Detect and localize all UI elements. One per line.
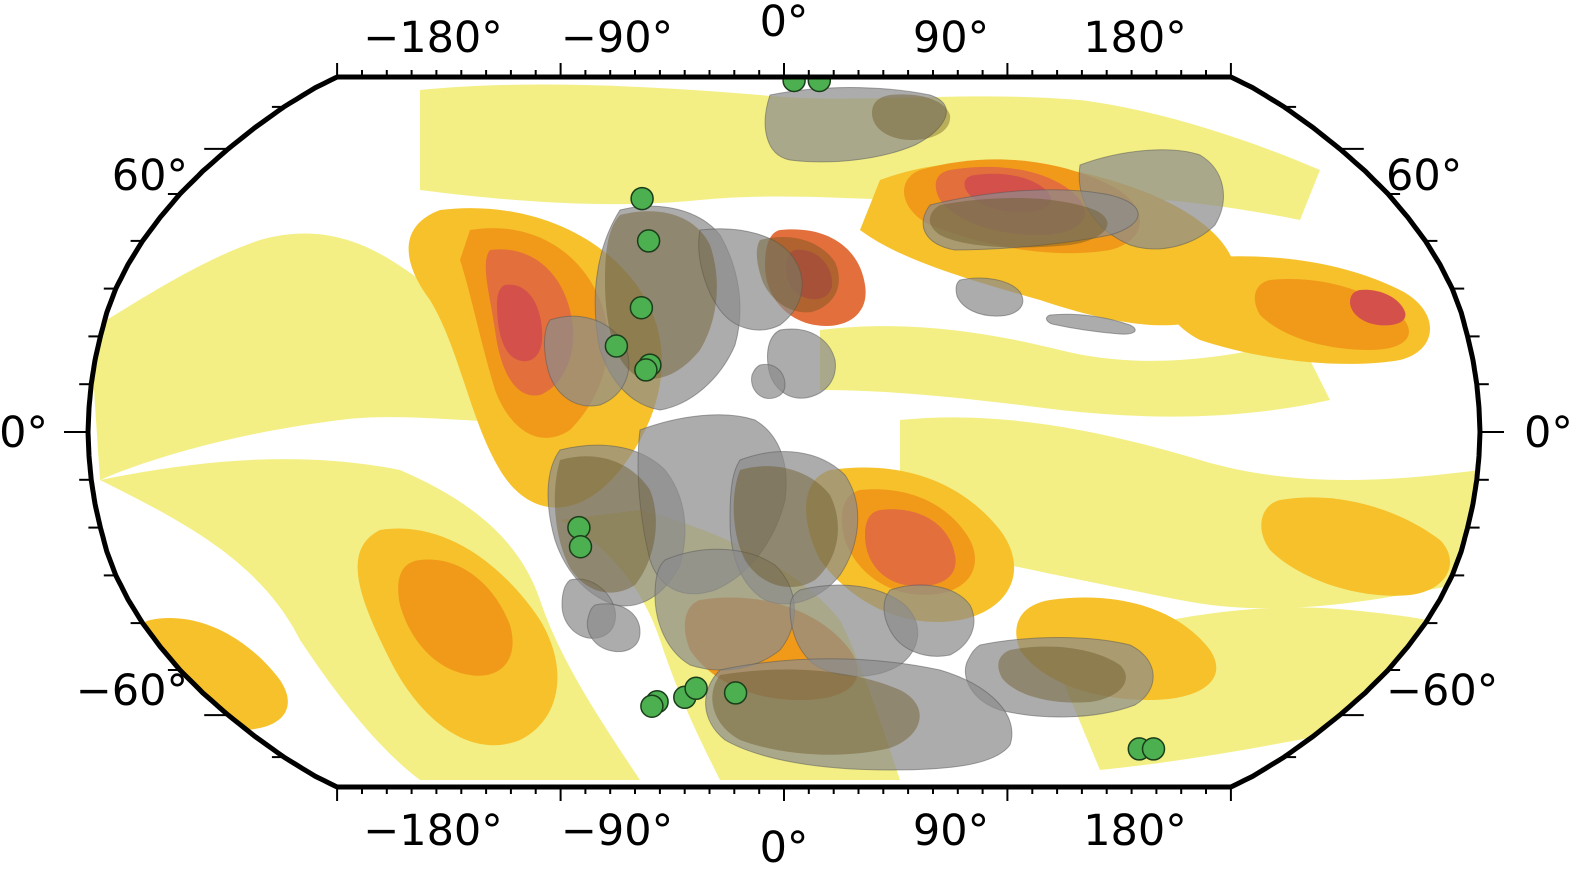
lon-label-top-neg90: −90° xyxy=(561,13,673,63)
lat-label-right-neg60: −60° xyxy=(1386,666,1498,716)
graticule-ticks xyxy=(64,63,1504,801)
lat-label-left-neg60: −60° xyxy=(76,666,188,716)
lon-label-bottom-180: 180° xyxy=(1083,806,1187,856)
site-marker xyxy=(807,77,832,93)
site-marker xyxy=(634,358,658,382)
lon-label-top-neg180: −180° xyxy=(363,13,503,63)
longitude-labels-bottom: −180° −90° 0° 90° 180° xyxy=(363,806,1187,873)
sites-layer xyxy=(567,77,1166,761)
latitude-labels-right: 60° 0° −60° xyxy=(1386,151,1573,716)
site-marker xyxy=(684,676,708,701)
lat-label-left-60: 60° xyxy=(112,151,188,201)
lat-label-right-0: 0° xyxy=(1524,408,1573,458)
latitude-labels-left: 60° 0° −60° xyxy=(0,151,188,716)
lon-label-top-90: 90° xyxy=(913,13,989,63)
lat-label-right-60: 60° xyxy=(1386,151,1462,201)
site-marker xyxy=(629,295,654,320)
lon-label-bottom-neg90: −90° xyxy=(561,806,673,856)
site-marker xyxy=(636,229,661,253)
site-marker xyxy=(1141,737,1166,761)
lon-label-bottom-90: 90° xyxy=(913,806,989,856)
longitude-labels-top: −180° −90° 0° 90° 180° xyxy=(363,0,1187,63)
lon-label-bottom-neg180: −180° xyxy=(363,806,503,856)
lat-label-left-0: 0° xyxy=(0,408,48,458)
site-marker xyxy=(604,334,629,358)
site-marker xyxy=(723,681,748,705)
site-marker xyxy=(640,694,664,718)
continents-overlay xyxy=(544,87,1224,771)
lon-label-bottom-0: 0° xyxy=(760,823,809,873)
site-marker xyxy=(782,77,806,93)
lon-label-top-0: 0° xyxy=(760,0,809,47)
site-marker xyxy=(630,186,654,211)
site-marker xyxy=(568,534,593,559)
lon-label-top-180: 180° xyxy=(1083,13,1187,63)
